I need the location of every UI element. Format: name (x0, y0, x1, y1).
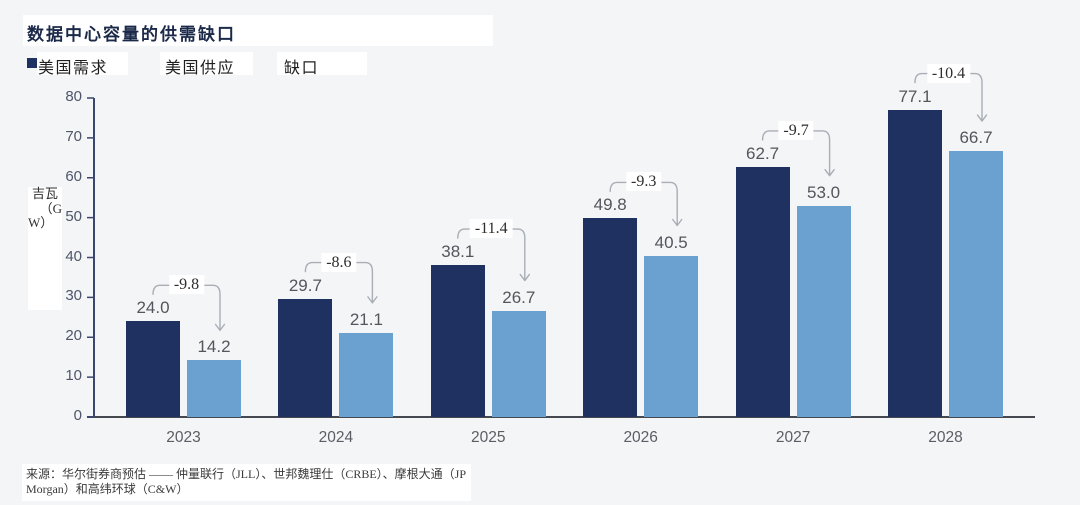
x-category-label-2027: 2027 (775, 429, 811, 446)
value-label-demand-2025: 38.1 (441, 242, 475, 262)
y-tick-label: 10 (65, 367, 82, 385)
y-tick-label: 40 (65, 247, 82, 265)
legend-label-gap: 缺口 (284, 60, 320, 77)
source-note: 来源：华尔街券商预估 —— 仲量联行（JLL）、世邦魏理仕（CRBE）、摩根大通… (22, 464, 471, 501)
bar-demand-2026 (583, 218, 638, 417)
y-axis-unit-label: 吉瓦 （G W） (28, 186, 62, 310)
y-tick-label: 70 (65, 127, 82, 145)
bar-demand-2027 (735, 166, 790, 417)
y-tick-label: 30 (65, 287, 82, 305)
source-text: 来源：华尔街券商预估 —— 仲量联行（JLL）、世邦魏理仕（CRBE）、摩根大通… (26, 467, 466, 496)
bar-demand-2023 (126, 321, 180, 417)
value-label-supply-2026: 40.5 (654, 232, 688, 252)
bar-demand-2028 (888, 109, 942, 417)
y-axis-unit-line3: W） (28, 215, 54, 230)
y-axis-unit-line2: （G (39, 200, 62, 216)
value-label-demand-2023: 24.0 (136, 298, 170, 318)
value-label-supply-2024: 21.1 (349, 309, 383, 329)
y-tick-label: 60 (65, 167, 82, 185)
y-tick-label: 0 (73, 407, 82, 424)
x-category-label-2028: 2028 (928, 429, 963, 446)
x-category-label-2025: 2025 (471, 429, 506, 446)
bar-supply-2026 (644, 255, 699, 417)
chart-title: 数据中心容量的供需缺口 (27, 25, 236, 44)
y-tick-label: 50 (65, 207, 82, 225)
gap-annotation-2024: -8.6 (321, 252, 357, 272)
gap-annotation-2023: -9.8 (168, 275, 205, 295)
legend-item-gap: 缺口 (277, 52, 367, 77)
gap-annotation-2026: -9.3 (626, 172, 662, 192)
x-category-label-2024: 2024 (318, 429, 354, 446)
bar-supply-2023 (187, 360, 241, 417)
gap-annotation-2025: -11.4 (469, 219, 513, 239)
value-label-supply-2028: 66.7 (959, 128, 993, 148)
bar-demand-2024 (278, 298, 333, 417)
value-label-supply-2027: 53.0 (807, 182, 841, 202)
value-label-demand-2024: 29.7 (288, 275, 322, 295)
x-category-label-2026: 2026 (623, 429, 658, 446)
value-label-supply-2025: 26.7 (502, 287, 536, 307)
gap-annotation-2028: -10.4 (926, 63, 971, 83)
bar-supply-2028 (949, 151, 1003, 417)
gap-annotation-2027: -9.7 (778, 120, 814, 140)
bar-supply-2025 (491, 310, 546, 417)
y-axis-unit-line1: 吉瓦 (31, 186, 58, 201)
title-background (23, 15, 493, 46)
y-tick-label: 80 (65, 88, 82, 105)
value-label-supply-2023: 14.2 (197, 337, 231, 357)
bar-supply-2024 (339, 332, 394, 417)
value-label-demand-2028: 77.1 (898, 86, 932, 106)
value-label-demand-2026: 49.8 (593, 195, 627, 215)
bar-demand-2025 (430, 265, 485, 417)
legend-marker-demand-icon (27, 58, 37, 68)
legend-item-supply: 美国供应 (160, 52, 253, 77)
legend-item-demand: 美国需求 (37, 52, 128, 77)
value-label-demand-2027: 62.7 (746, 143, 780, 163)
bar-supply-2027 (796, 205, 851, 417)
legend-label-supply: 美国供应 (165, 60, 236, 77)
y-tick-label: 20 (65, 327, 82, 345)
x-category-label-2023: 2023 (166, 429, 201, 446)
legend-label-demand: 美国需求 (38, 60, 109, 77)
